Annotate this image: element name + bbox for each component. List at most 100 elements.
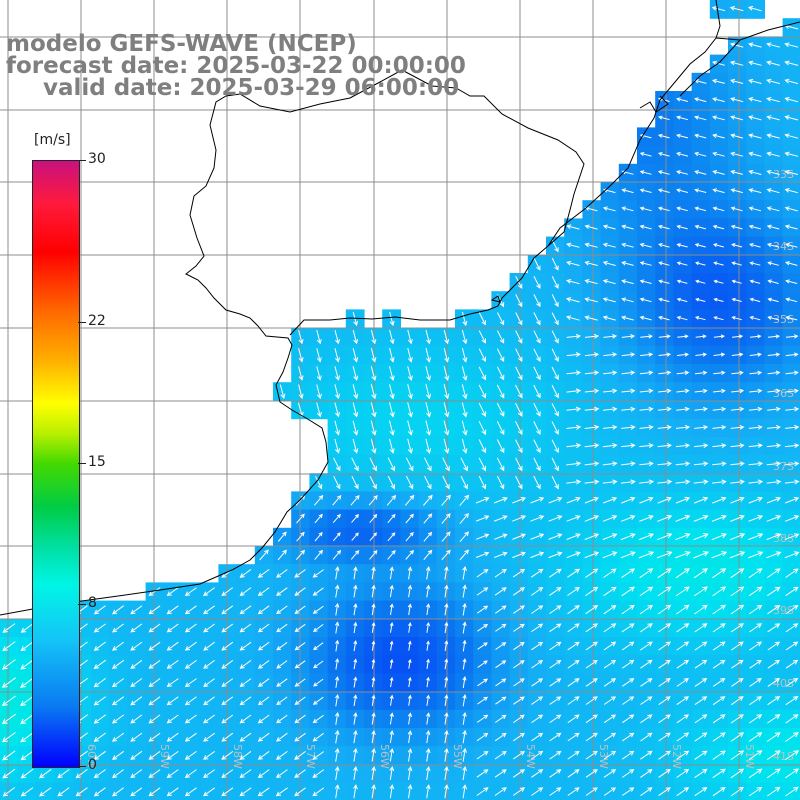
wind-arrow <box>93 750 106 760</box>
wind-arrow <box>512 515 527 522</box>
wind-arrow <box>130 659 143 669</box>
wind-arrow <box>221 659 234 669</box>
wind-arrow <box>695 297 706 302</box>
wind-arrow <box>221 787 234 797</box>
wind-arrow <box>603 732 617 742</box>
wind-arrow <box>639 206 652 212</box>
wind-arrow <box>462 747 467 762</box>
wind-arrow <box>334 729 340 744</box>
wind-arrow <box>353 566 358 580</box>
wind-arrow <box>184 696 197 706</box>
wind-arrow <box>111 659 125 669</box>
wind-arrow <box>371 621 376 633</box>
wind-arrow <box>352 402 359 418</box>
wind-arrow <box>784 133 799 139</box>
wind-arrow <box>39 787 52 797</box>
wind-arrow <box>496 348 505 363</box>
wind-arrow <box>130 605 143 615</box>
wind-arrow <box>675 443 691 449</box>
wind-arrow <box>531 586 544 596</box>
wind-arrow <box>387 549 396 560</box>
wind-arrow <box>495 678 507 687</box>
wind-arrow <box>548 515 563 522</box>
wind-arrow <box>621 443 636 449</box>
colorbar-tick <box>78 160 86 161</box>
wind-arrow <box>257 787 270 797</box>
wind-arrow <box>257 568 270 578</box>
wind-arrow <box>730 586 745 597</box>
wind-arrow <box>694 406 708 412</box>
wind-arrow <box>712 678 726 687</box>
wind-arrow <box>112 787 124 797</box>
wind-arrow <box>407 676 412 688</box>
wind-arrow <box>276 714 288 724</box>
wind-arrow <box>695 261 706 266</box>
wind-arrow <box>93 714 106 724</box>
wind-arrow <box>277 531 287 542</box>
wind-arrow <box>785 370 799 376</box>
wind-arrow <box>638 551 655 559</box>
wind-arrow <box>694 787 708 797</box>
wind-arrow <box>749 315 761 321</box>
wind-arrow <box>495 696 507 705</box>
wind-arrow <box>551 257 559 271</box>
wind-arrow <box>551 366 559 381</box>
wind-arrow <box>312 732 324 742</box>
wind-arrow <box>603 714 617 724</box>
wind-arrow <box>676 97 689 102</box>
wind-arrow <box>584 370 600 376</box>
wind-arrow <box>766 42 780 48</box>
wind-arrow <box>276 660 288 669</box>
wind-arrow <box>2 768 16 779</box>
wind-arrow <box>533 439 541 454</box>
wind-arrow <box>335 658 340 670</box>
wind-arrow <box>353 584 358 598</box>
wind-arrow <box>621 424 636 430</box>
wind-arrow <box>766 479 782 485</box>
wind-arrow <box>370 384 377 400</box>
wind-arrow <box>533 421 541 435</box>
wind-arrow <box>478 402 487 417</box>
wind-arrow <box>130 641 143 651</box>
wind-arrow <box>784 42 799 48</box>
wind-arrow <box>585 623 599 633</box>
wind-arrow <box>444 694 449 707</box>
wind-arrow <box>621 334 636 339</box>
wind-arrow <box>335 694 340 707</box>
wind-arrow <box>203 732 215 742</box>
wind-arrow <box>657 188 670 193</box>
wind-arrow <box>639 152 652 157</box>
wind-arrow <box>749 714 763 724</box>
wind-arrow <box>622 714 635 724</box>
wind-arrow <box>312 696 324 705</box>
wind-arrow <box>676 714 690 724</box>
wind-arrow <box>461 366 468 382</box>
wind-arrow <box>496 366 505 381</box>
wind-arrow <box>639 461 654 467</box>
longitude-label: 56W <box>378 744 391 769</box>
wind-arrow <box>622 732 635 742</box>
wind-arrow <box>567 568 581 578</box>
wind-arrow <box>407 730 413 744</box>
wind-arrow <box>512 568 526 578</box>
wind-arrow <box>766 242 780 248</box>
wind-arrow <box>334 765 340 781</box>
wind-arrow <box>425 566 431 580</box>
wind-arrow <box>533 348 541 362</box>
wind-arrow <box>387 457 396 472</box>
wind-arrow <box>603 750 617 760</box>
wind-arrow <box>353 603 358 616</box>
wind-arrow <box>221 732 234 742</box>
wind-arrow <box>389 676 394 688</box>
wind-arrow <box>585 769 598 778</box>
wind-arrow <box>184 750 197 760</box>
wind-arrow <box>495 605 507 614</box>
wind-arrow <box>584 260 598 266</box>
wind-arrow <box>423 531 433 542</box>
wind-arrow <box>316 402 322 418</box>
wind-arrow <box>443 402 450 418</box>
wind-arrow <box>730 424 745 430</box>
wind-arrow <box>766 224 780 230</box>
wind-arrow <box>461 329 468 345</box>
wind-arrow <box>712 443 727 449</box>
